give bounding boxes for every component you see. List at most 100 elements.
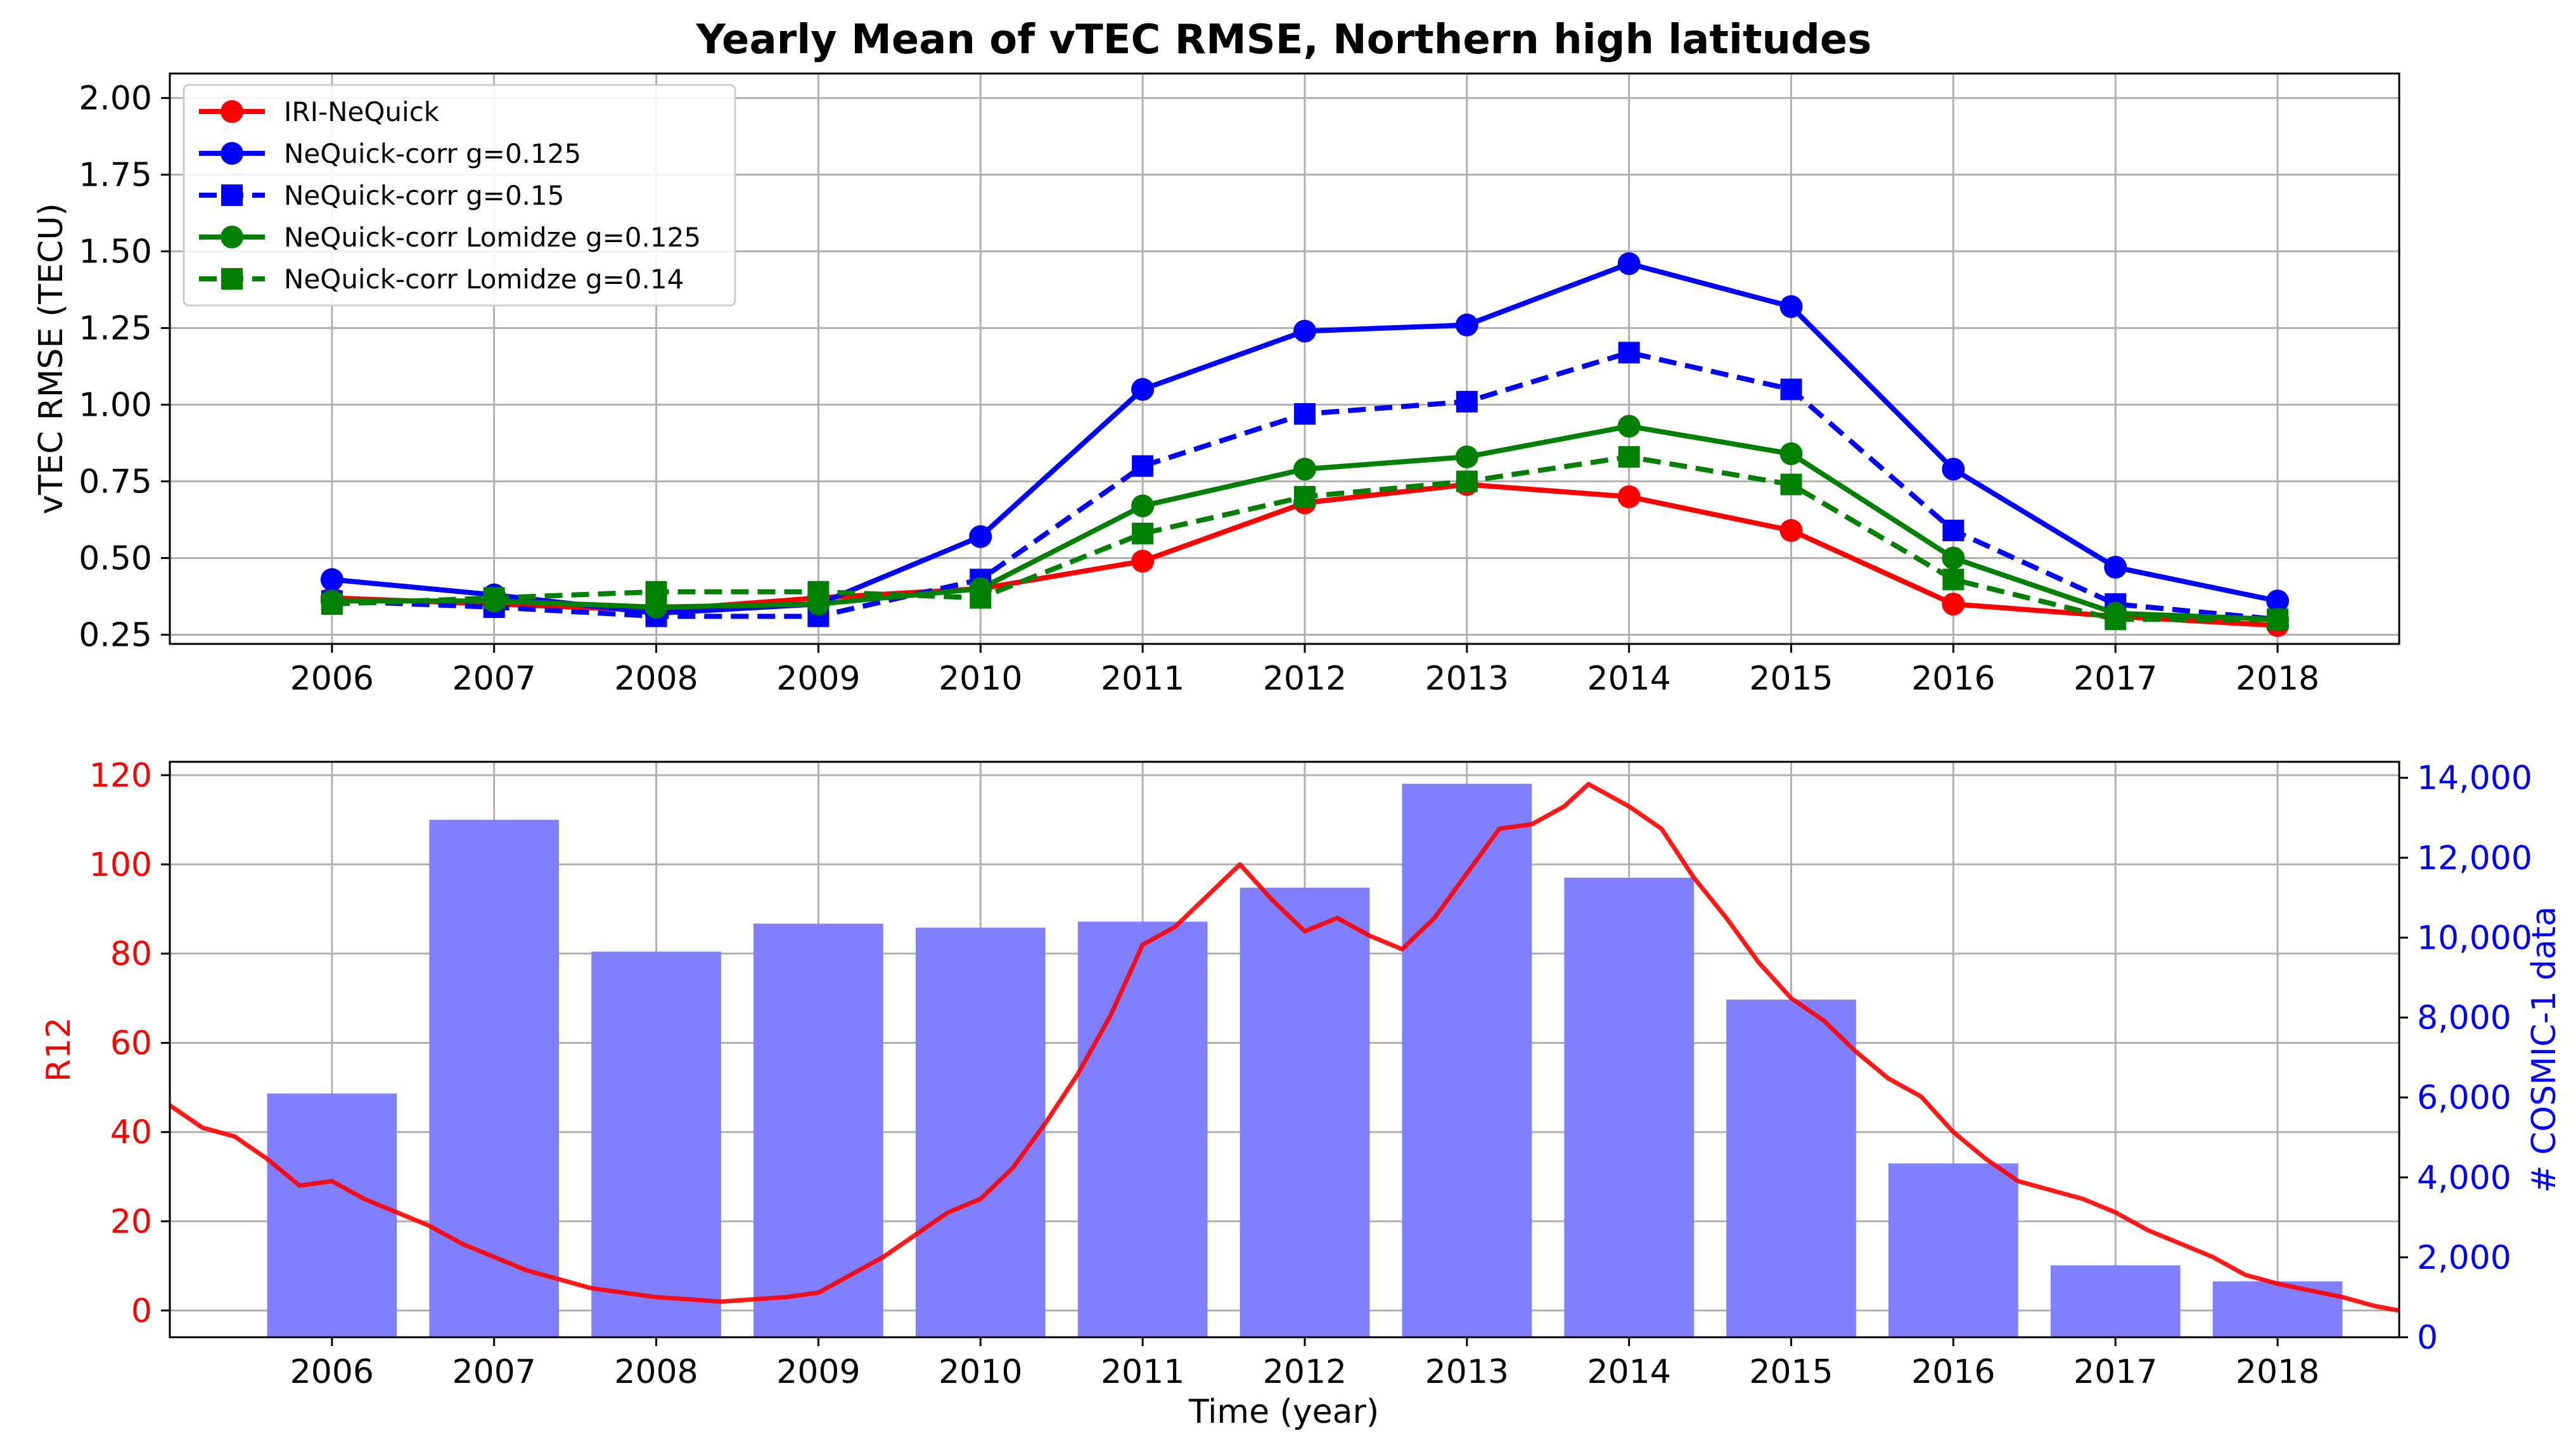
series-point — [1456, 470, 1478, 492]
series-point — [1131, 378, 1155, 401]
series-point — [1942, 458, 1965, 481]
top-ytick-label: 1.25 — [79, 310, 152, 348]
top-xtick-label: 2013 — [1425, 660, 1509, 698]
r12-tick-label: 20 — [110, 1203, 152, 1241]
top-ytick-label: 0.50 — [79, 540, 152, 578]
series-point — [321, 593, 343, 615]
bottom-xtick-label: 2018 — [2236, 1353, 2319, 1391]
top-axis-ticks: 2006 2007 2008 2009 2010 2011 2012 2013 2014 2015… — [79, 80, 2319, 698]
top-ytick-label: 1.50 — [79, 233, 152, 271]
bottom-xtick-label: 2007 — [452, 1353, 536, 1391]
series-point — [1780, 378, 1802, 401]
cosmic-bar — [753, 923, 883, 1337]
legend-entry-label: NeQuick-corr g=0.15 — [284, 180, 564, 211]
series-point — [1617, 485, 1641, 508]
r12-line-path — [169, 781, 2400, 1313]
top-ytick-label: 1.75 — [79, 157, 152, 195]
cosmic-bar — [1077, 922, 1208, 1337]
series-point — [1618, 446, 1640, 468]
bottom-xtick-label: 2010 — [939, 1353, 1022, 1391]
series-point — [1293, 403, 1316, 425]
series-point — [1455, 313, 1478, 337]
series-point — [1942, 519, 1964, 541]
cosmic-bars — [267, 783, 2343, 1337]
bottom-xtick-label: 2013 — [1425, 1353, 1509, 1391]
r12-line — [169, 781, 2400, 1313]
series-point — [1779, 442, 1803, 465]
cosmic-tick-label: 8,000 — [2417, 999, 2511, 1037]
series-point — [483, 587, 505, 609]
top-plot-frame — [169, 72, 2400, 645]
bottom-xtick-label: 2011 — [1101, 1353, 1184, 1391]
legend-marker — [221, 184, 243, 206]
r12-tick-label: 40 — [110, 1114, 152, 1152]
cosmic-bar — [591, 951, 721, 1337]
series-point — [1131, 549, 1155, 573]
bottom-xtick-label: 2006 — [290, 1353, 374, 1391]
series-point — [1293, 485, 1316, 508]
series-point — [2104, 556, 2127, 579]
bottom-xtick-label: 2015 — [1749, 1353, 1833, 1391]
series-point — [1779, 518, 1803, 542]
series-point — [1942, 568, 1964, 591]
series-point — [1617, 414, 1641, 438]
top-xtick-label: 2011 — [1101, 660, 1184, 698]
r12-tick-label: 60 — [110, 1024, 152, 1062]
series-point — [1618, 342, 1640, 364]
bottom-xtick-label: 2008 — [614, 1353, 698, 1391]
r12-tick-label: 100 — [89, 846, 152, 884]
series-point — [969, 525, 992, 548]
cosmic-bar — [2212, 1281, 2343, 1337]
top-xtick-label: 2006 — [290, 660, 374, 698]
cosmic-bar — [2050, 1265, 2181, 1337]
cosmic-bar — [1240, 887, 1370, 1337]
cosmic-axis-label: # COSMIC-1 data — [2525, 906, 2563, 1193]
cosmic-tick-label: 4,000 — [2417, 1159, 2511, 1197]
top-xtick-label: 2012 — [1263, 660, 1347, 698]
series-point — [1780, 473, 1802, 496]
top-xtick-label: 2009 — [776, 660, 860, 698]
chart-title: Yearly Mean of vTEC RMSE, Northern high … — [696, 16, 1872, 63]
r12-tick-label: 120 — [89, 757, 152, 795]
top-ytick-label: 1.00 — [79, 387, 152, 425]
legend-entry-label: NeQuick-corr Lomidze g=0.14 — [284, 264, 684, 295]
series-point — [1455, 445, 1478, 468]
series-point — [1132, 455, 1154, 477]
cosmic-tick-label: 6,000 — [2417, 1079, 2511, 1117]
series-point — [1131, 494, 1155, 518]
bottom-plot-frame — [169, 761, 2400, 1339]
legend-entry-label: NeQuick-corr g=0.125 — [284, 138, 581, 169]
top-xtick-label: 2007 — [452, 660, 536, 698]
series-point — [645, 581, 667, 603]
bottom-xtick-label: 2017 — [2073, 1353, 2157, 1391]
series-point — [1293, 319, 1316, 343]
series-point — [970, 587, 992, 609]
top-xtick-label: 2017 — [2073, 660, 2157, 698]
cosmic-tick-label: 12,000 — [2417, 839, 2532, 877]
top-xtick-label: 2008 — [614, 660, 698, 698]
legend-marker — [221, 268, 243, 290]
cosmic-tick-label: 10,000 — [2417, 919, 2532, 957]
cosmic-bar — [1564, 877, 1695, 1337]
top-ytick-label: 0.25 — [79, 616, 152, 654]
legend-marker — [221, 100, 243, 123]
cosmic-bar — [1402, 783, 1532, 1337]
cosmic-tick-label: 2,000 — [2417, 1239, 2511, 1277]
bottom-axis-ticks: 2006 2007 2008 2009 2010 2011 2012 2013 2014 2015… — [89, 757, 2532, 1391]
top-y-axis-label: vTEC RMSE (TECU) — [32, 203, 70, 514]
r12-tick-label: 0 — [131, 1292, 152, 1330]
series-point — [2105, 608, 2127, 631]
series-point — [1942, 593, 1965, 616]
top-xtick-label: 2014 — [1587, 660, 1671, 698]
bottom-xtick-label: 2016 — [1911, 1353, 1995, 1391]
legend: IRI-NeQuick NeQuick-corr g=0.125 NeQuick-c… — [183, 84, 736, 307]
series-point — [1293, 458, 1316, 481]
series-point — [1456, 390, 1478, 413]
bottom-xtick-label: 2012 — [1263, 1353, 1347, 1391]
series-point — [1617, 252, 1641, 275]
time-axis-label: Time (year) — [1188, 1393, 1379, 1431]
bottom-xtick-label: 2014 — [1587, 1353, 1671, 1391]
series-point — [807, 581, 830, 603]
top-ytick-label: 2.00 — [79, 80, 152, 118]
